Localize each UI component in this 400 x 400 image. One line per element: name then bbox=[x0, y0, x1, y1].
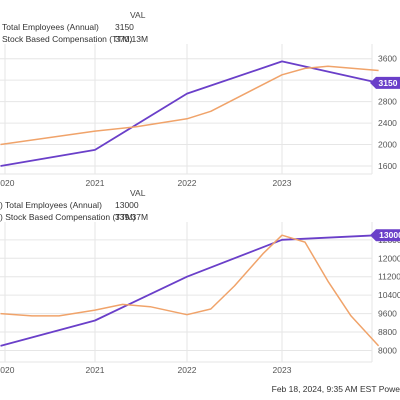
chart-1-x-tick-2023: 2023 bbox=[273, 365, 292, 375]
chart-1-x-tick-2022: 2022 bbox=[178, 365, 197, 375]
chart-0-y-tick-2400: 2400 bbox=[378, 118, 397, 128]
chart-1-y-tick-8800: 8800 bbox=[378, 327, 397, 337]
chart-1-series-employees-line bbox=[0, 234, 379, 347]
bottom-legend-label-sbc: ) Stock Based Compensation (TTM) bbox=[0, 212, 136, 222]
chart-0-end-badge bbox=[370, 76, 400, 89]
chart-1-y-tick-10400: 10400 bbox=[378, 290, 400, 300]
chart-0-y-tick-2800: 2800 bbox=[378, 97, 397, 107]
chart-1-end-badge bbox=[370, 229, 400, 242]
chart-1-y-tick-12000: 12000 bbox=[378, 253, 400, 263]
chart-1-end-badge-label: 13000 bbox=[379, 230, 400, 240]
top-legend-label-employees: Total Employees (Annual) bbox=[2, 22, 99, 32]
chart-0-x-tick-2023: 2023 bbox=[273, 178, 292, 188]
bottom-legend-header: VAL bbox=[130, 188, 146, 198]
bottom-legend-value-employees: 13000 bbox=[115, 200, 139, 210]
chart-1-series-sbc-line bbox=[0, 234, 380, 347]
bottom-legend-value-sbc: 339.37M bbox=[115, 212, 149, 222]
chart-1-y-tick-11200: 11200 bbox=[378, 272, 400, 282]
top-legend-value-employees: 3150 bbox=[115, 22, 134, 32]
chart-0-y-tick-2000: 2000 bbox=[378, 140, 397, 150]
chart-1-y-tick-8000: 8000 bbox=[378, 345, 397, 355]
chart-0-x-tick-2022: 2022 bbox=[178, 178, 197, 188]
bottom-legend-label-employees: ) Total Employees (Annual) bbox=[0, 200, 102, 210]
chart-0-end-badge-label: 3150 bbox=[379, 78, 398, 88]
top-legend-label-sbc: Stock Based Compensation (TTM) bbox=[2, 34, 133, 44]
chart-0-series-sbc-line bbox=[0, 65, 379, 146]
chart-1-y-tick-9600: 9600 bbox=[378, 309, 397, 319]
top-chart-legend: VAL Total Employees (Annual) 3150 Stock … bbox=[0, 0, 190, 48]
chart-0-series-employees-line bbox=[0, 60, 379, 167]
chart-0-x-tick-2021: 2021 bbox=[86, 178, 105, 188]
footer-timestamp: Feb 18, 2024, 9:35 AM EST Powe bbox=[271, 384, 400, 394]
top-legend-header: VAL bbox=[130, 10, 146, 20]
chart-0-y-tick-1600: 1600 bbox=[378, 161, 397, 171]
bottom-legend-employees-text: Total Employees (Annual) bbox=[5, 200, 102, 210]
bottom-chart-legend: VAL ) Total Employees (Annual) 13000 ) S… bbox=[0, 188, 190, 224]
chart-1-x-tick-2021: 2021 bbox=[86, 365, 105, 375]
top-legend-value-sbc: 370.13M bbox=[115, 34, 149, 44]
bottom-legend-sbc-text: Stock Based Compensation (TTM) bbox=[5, 212, 136, 222]
chart-0-y-tick-3600: 3600 bbox=[378, 54, 397, 64]
